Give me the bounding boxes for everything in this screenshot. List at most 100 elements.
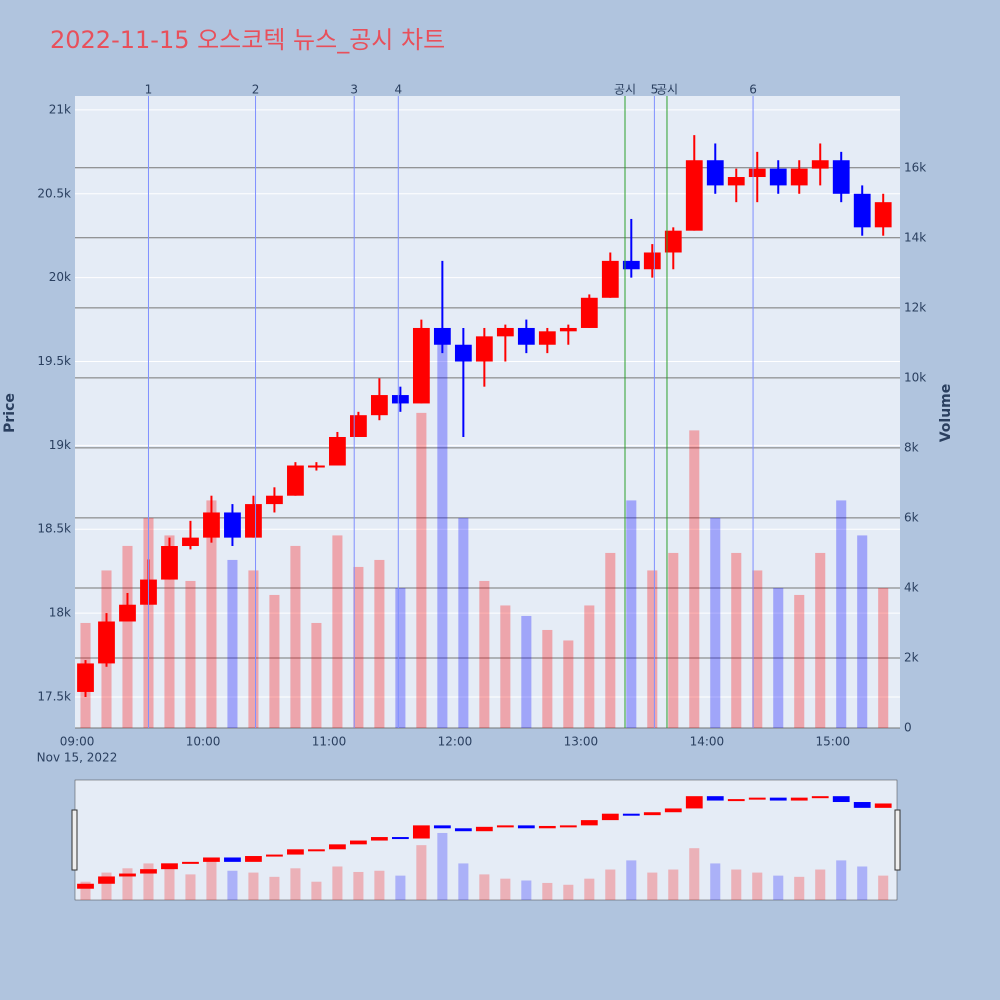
slider-volume: [164, 866, 175, 900]
candle-body: [98, 621, 115, 664]
volume-bar: [836, 500, 847, 728]
x-tick-label: 09:00: [60, 735, 95, 749]
candle-body: [329, 436, 346, 466]
candle-body: [496, 327, 514, 337]
volume-bar: [353, 566, 364, 728]
volume-bar: [584, 605, 595, 728]
slider-volume: [584, 878, 595, 900]
y2-tick-label: 8k: [904, 440, 919, 454]
volume-bar: [332, 535, 343, 728]
slider-volume: [731, 869, 742, 900]
slider-volume: [80, 881, 91, 900]
event-label: 공시: [614, 83, 636, 97]
candle-body: [203, 512, 220, 538]
chart-title: 2022-11-15 오스코텍 뉴스_공시 차트: [50, 26, 445, 54]
volume-bar: [626, 500, 637, 728]
volume-bar: [227, 559, 238, 728]
slider-candle: [98, 876, 115, 884]
slider-candle: [350, 840, 367, 845]
volume-bar: [563, 640, 574, 728]
slider-candle: [832, 796, 850, 803]
candle-body: [580, 297, 598, 328]
slider-volume: [332, 866, 343, 900]
slider-volume: [395, 875, 406, 900]
volume-bar: [374, 559, 385, 728]
volume-bar: [416, 412, 427, 728]
candle-body: [224, 512, 241, 538]
slider-volume: [269, 876, 280, 900]
volume-bar: [206, 500, 217, 728]
slider-volume: [521, 880, 532, 900]
candle-body: [706, 160, 724, 186]
slider-candle: [496, 825, 514, 828]
x-tick-label: 14:00: [690, 735, 725, 749]
slider-volume: [794, 876, 805, 900]
y-tick-label: 18.5k: [37, 522, 71, 536]
candle-body: [664, 230, 682, 253]
y2-tick-label: 14k: [904, 230, 926, 244]
slider-candle: [538, 825, 556, 829]
candle-body: [643, 252, 661, 270]
slider-volume: [248, 872, 259, 900]
y-tick-label: 18k: [49, 606, 71, 620]
volume-bar: [857, 535, 868, 728]
candle-body: [391, 395, 409, 404]
y-axis-title: Price: [2, 393, 18, 433]
slider-volume: [668, 869, 679, 900]
volume-bar: [458, 517, 469, 728]
volume-bar: [542, 629, 553, 728]
candle-body: [308, 465, 325, 468]
event-label: 4: [394, 83, 402, 97]
candle-body: [727, 177, 745, 186]
event-label: 1: [145, 83, 153, 97]
slider-handle[interactable]: [71, 809, 78, 871]
slider-volume: [185, 874, 196, 900]
y2-axis-title: Volume: [938, 384, 954, 443]
volume-bar: [185, 580, 196, 728]
slider-handle[interactable]: [894, 809, 901, 871]
slider-volume: [290, 868, 301, 900]
candle-body: [454, 344, 472, 362]
slider-candle: [685, 796, 703, 809]
candle-body: [161, 546, 178, 580]
y2-tick-label: 10k: [904, 370, 926, 384]
slider-volume: [836, 860, 847, 900]
slider-candle: [790, 797, 808, 801]
range-slider[interactable]: [74, 779, 898, 901]
slider-candle: [706, 796, 724, 801]
candle-body: [748, 168, 766, 178]
y-tick-label: 19.5k: [37, 354, 71, 368]
volume-bar: [794, 594, 805, 728]
slider-candle: [203, 857, 220, 862]
volume-bar: [878, 587, 889, 728]
slider-volume: [773, 875, 784, 900]
slider-volume: [206, 860, 217, 900]
volume-bar: [731, 552, 742, 728]
slider-candle: [433, 825, 451, 829]
slider-volume: [143, 863, 154, 900]
candle-body: [287, 465, 304, 496]
candle-body: [622, 260, 640, 270]
x-tick-label: 13:00: [564, 735, 599, 749]
slider-candle: [119, 873, 136, 877]
event-label: 2: [252, 83, 260, 97]
slider-candle: [266, 854, 283, 857]
slider-volume: [689, 848, 700, 900]
candle-body: [832, 160, 850, 194]
slider-candle: [853, 802, 871, 808]
volume-bar: [248, 570, 259, 728]
slider-candle: [475, 826, 493, 832]
slider-candle: [224, 857, 241, 862]
candle-body: [245, 504, 262, 538]
y-tick-label: 19k: [49, 438, 71, 452]
volume-bar: [668, 552, 679, 728]
slider-candle: [140, 869, 157, 874]
volume-bar: [773, 587, 784, 728]
volume-bar: [290, 545, 301, 728]
x-tick-label: 15:00: [816, 735, 851, 749]
slider-volume: [647, 872, 658, 900]
slider-volume: [710, 863, 721, 900]
slider-candle: [370, 837, 388, 841]
candle-body: [601, 260, 619, 298]
